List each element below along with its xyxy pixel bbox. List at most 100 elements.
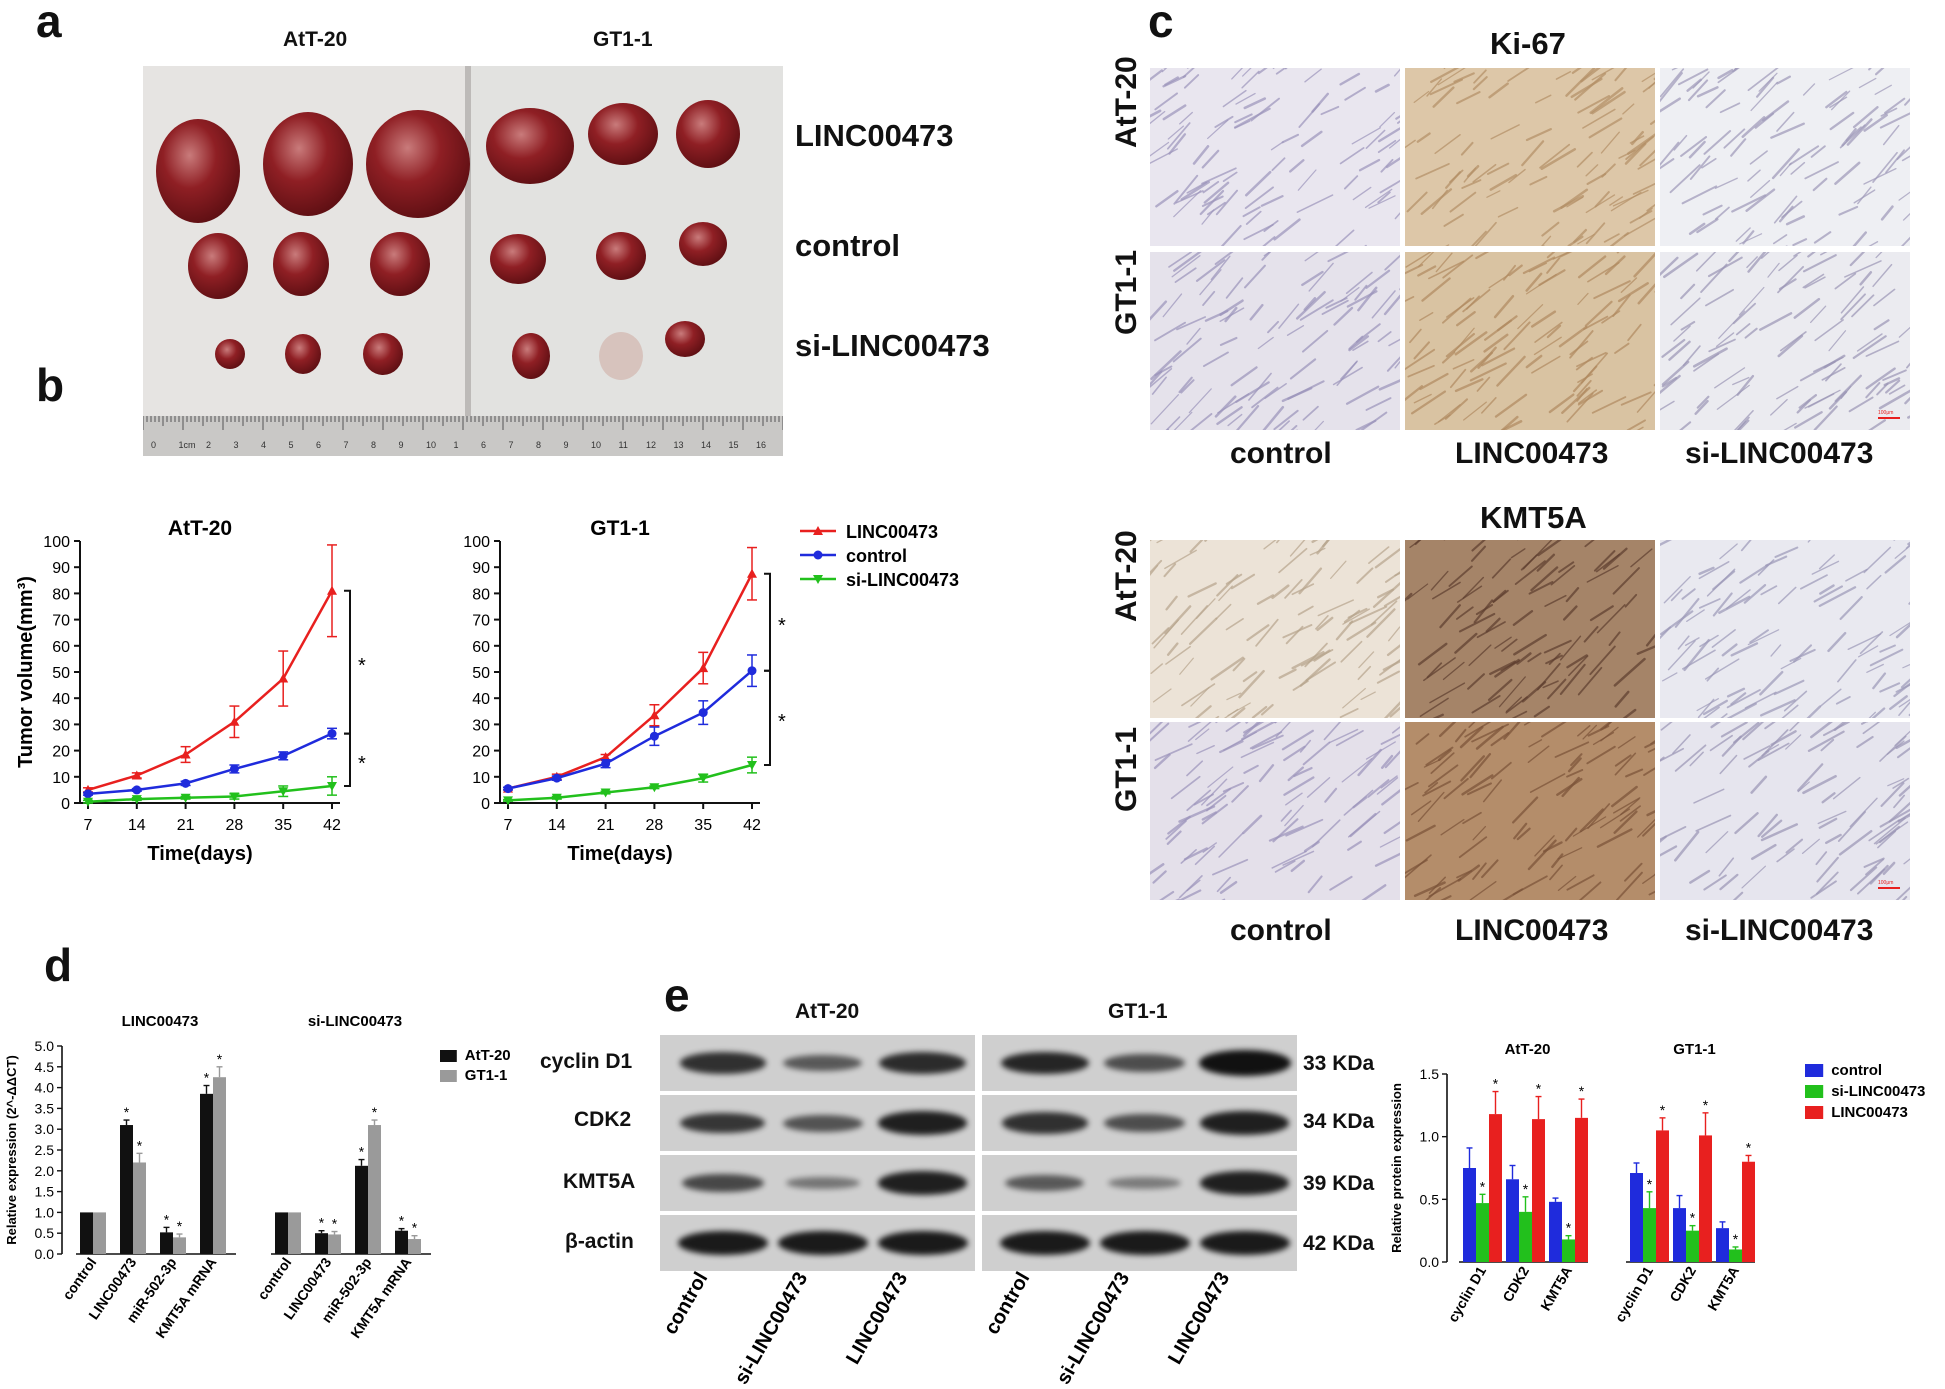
ihc-fiber [1180, 379, 1195, 394]
panel-letter-b: b [36, 359, 65, 411]
ihc-fiber [1257, 68, 1268, 75]
ihc-fiber [1535, 94, 1552, 104]
ihc-fiber [1512, 610, 1534, 626]
x-tick-label: 35 [694, 817, 712, 834]
ihc-fiber [1372, 581, 1400, 608]
ihc-fiber [1456, 311, 1476, 327]
ihc-fiber [1420, 188, 1453, 215]
ihc-fiber [1476, 621, 1506, 639]
ihc-fiber [1636, 645, 1655, 655]
bar [1729, 1249, 1742, 1262]
y-tick-label: 0.5 [35, 1225, 55, 1241]
ihc-fiber [1641, 72, 1655, 83]
ihc-fiber [1851, 294, 1875, 318]
ihc-fiber [1614, 68, 1628, 82]
ruler-number: 10 [591, 440, 601, 450]
ihc-fiber [1554, 741, 1590, 758]
ihc-fiber [1856, 333, 1883, 352]
panel-c-col-linc-1: LINC00473 [1455, 437, 1609, 470]
ihc-fiber [1256, 594, 1275, 605]
ihc-fiber [1747, 68, 1779, 92]
ihc-fiber [1726, 687, 1746, 698]
ihc-fiber [1231, 68, 1244, 80]
ihc-fiber [1251, 705, 1268, 718]
ihc-fiber [1368, 546, 1390, 564]
ihc-fiber [1173, 252, 1202, 272]
ihc-fiber [1217, 393, 1250, 414]
ihc-fiber [1410, 800, 1432, 816]
ihc-fiber [1300, 130, 1323, 148]
ihc-fiber [1828, 330, 1847, 352]
ihc-fiber [1856, 735, 1874, 749]
ihc-fiber [1670, 297, 1701, 326]
y-tick-label: 4.5 [35, 1059, 55, 1075]
ihc-fiber [1723, 128, 1746, 149]
ihc-fiber [1327, 252, 1349, 263]
blot-band [680, 1112, 765, 1134]
ihc-fiber [1534, 321, 1563, 343]
ihc-background [1405, 252, 1655, 430]
ihc-fiber [1880, 782, 1905, 807]
ihc-fiber [1858, 645, 1879, 658]
ihc-fiber [1733, 722, 1760, 744]
ihc-fiber [1821, 792, 1836, 804]
blot-band [777, 1231, 868, 1255]
blot-band [1108, 1176, 1181, 1190]
ihc-fiber [1405, 385, 1424, 402]
ihc-fiber [1863, 113, 1888, 132]
ihc-fiber [1589, 645, 1616, 676]
ihc-fiber [1898, 784, 1910, 797]
y-tick-label: 80 [472, 586, 490, 603]
ihc-fiber [1449, 368, 1467, 389]
ihc-fiber [1178, 875, 1203, 899]
panel-letter-c: c [1148, 0, 1174, 47]
ihc-fiber [1593, 550, 1616, 572]
ihc-fiber [1181, 683, 1216, 707]
blot-band [782, 1114, 863, 1132]
ihc-fiber [1825, 363, 1842, 382]
panel-c-col-si-1: si-LINC00473 [1685, 437, 1874, 470]
ihc-fiber [1393, 68, 1400, 77]
ihc-fiber [1604, 255, 1626, 276]
ihc-fiber [1462, 288, 1491, 313]
ihc-tile [1660, 68, 1910, 246]
ihc-fiber [1719, 102, 1741, 114]
ruler-number: 7 [509, 440, 514, 450]
ihc-fiber [1168, 252, 1193, 268]
ihc-fiber [1714, 367, 1746, 389]
ihc-fiber [1477, 346, 1497, 369]
ihc-fiber [1164, 605, 1192, 635]
ihc-fiber [1633, 252, 1655, 278]
ihc-fiber [1409, 328, 1422, 344]
ihc-fiber [1868, 419, 1886, 430]
data-point [698, 663, 709, 673]
ihc-fiber [1614, 754, 1632, 767]
ihc-fiber [1731, 194, 1767, 213]
ihc-fiber [1437, 404, 1461, 423]
y-tick-label: 1.5 [35, 1184, 55, 1200]
ihc-fiber [1339, 707, 1359, 718]
ihc-fiber [1866, 663, 1884, 674]
panel-letter-d: d [44, 939, 73, 991]
ihc-fiber [1709, 734, 1733, 752]
ihc-fiber [1244, 170, 1272, 197]
ihc-fiber [1877, 830, 1897, 849]
ihc-fiber [1903, 858, 1910, 865]
ihc-fiber [1828, 390, 1848, 410]
ihc-fiber [1426, 78, 1443, 97]
blot-size-34: 34 KDa [1303, 1110, 1375, 1133]
ihc-fiber [1544, 594, 1567, 607]
legend-swatch [440, 1050, 457, 1062]
ihc-fiber [1688, 222, 1706, 235]
ihc-fiber [1614, 342, 1630, 354]
ihc-fiber [1206, 787, 1232, 807]
ihc-fiber [1750, 179, 1771, 198]
ihc-fiber [1568, 655, 1589, 677]
ihc-fiber [1308, 262, 1334, 292]
bar [213, 1077, 226, 1254]
ihc-fiber [1196, 744, 1215, 755]
series-line [507, 573, 754, 790]
legend-marker [813, 550, 823, 560]
ihc-fiber [1732, 376, 1750, 386]
panel-c-col-control-1: control [1230, 437, 1332, 470]
